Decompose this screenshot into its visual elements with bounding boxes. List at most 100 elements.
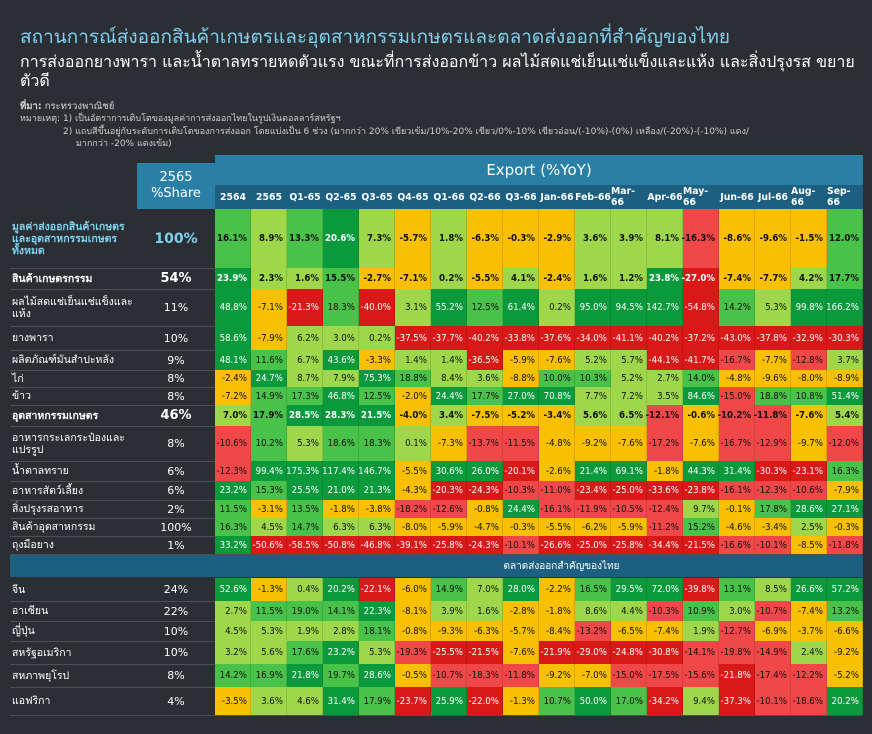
heatmap-cell: -0.6% <box>683 405 719 426</box>
heatmap-cell: 6.3% <box>359 518 395 536</box>
heatmap-cell: -3.3% <box>359 350 395 370</box>
row-share: 10% <box>163 646 189 659</box>
heatmap-cell: -22.1% <box>359 578 395 601</box>
heatmap-cell: 5.3% <box>287 426 323 461</box>
heatmap-cell: -4.8% <box>539 426 575 461</box>
column-header: Q2-66 <box>469 191 501 203</box>
heatmap-cell: 18.1% <box>359 621 395 641</box>
heatmap-cell: -5.5% <box>467 268 503 289</box>
heatmap-cell: 69.1% <box>611 461 647 481</box>
heatmap-cell: 28.3% <box>323 405 359 426</box>
heatmap-cell: -10.6% <box>791 481 827 500</box>
heatmap-cell: -2.9% <box>539 209 575 268</box>
heatmap-cell: 5.7% <box>611 350 647 370</box>
heatmap-cell: -7.1% <box>251 289 287 326</box>
heatmap-cell: -16.1% <box>719 481 755 500</box>
column-header: Q3-65 <box>361 191 393 203</box>
heatmap-cell: 14.1% <box>323 601 359 621</box>
heatmap-cell: 20.2% <box>827 687 863 715</box>
heatmap-cell: 61.4% <box>503 289 539 326</box>
column-header: Jul-66 <box>757 191 789 203</box>
heatmap-cell: -7.6% <box>539 350 575 370</box>
heatmap-cell: 51.4% <box>827 387 863 405</box>
heatmap-cell: 26.0% <box>467 461 503 481</box>
heatmap-cell: -8.4% <box>539 621 575 641</box>
heatmap-cell: -2.4% <box>539 268 575 289</box>
heatmap-cell: -36.5% <box>467 350 503 370</box>
heatmap-cell: -24.3% <box>467 481 503 500</box>
heatmap-cell: -5.5% <box>539 518 575 536</box>
heatmap-cell: 7.3% <box>359 209 395 268</box>
heatmap-cell: -0.3% <box>827 518 863 536</box>
heatmap-cell: 27.0% <box>503 387 539 405</box>
heatmap-cell: -39.8% <box>683 578 719 601</box>
heatmap-cell: 2.3% <box>251 268 287 289</box>
heatmap-cell: 5.3% <box>251 621 287 641</box>
heatmap-cell: -2.4% <box>215 370 251 387</box>
heatmap-cell: 4.5% <box>215 621 251 641</box>
heatmap-cell: -18.6% <box>791 687 827 715</box>
heatmap-cell: 10.3% <box>575 370 611 387</box>
heatmap-cell: 48.1% <box>215 350 251 370</box>
heatmap-cell: -12.2% <box>791 664 827 687</box>
heatmap-cell: 21.5% <box>359 405 395 426</box>
row-label: ไก่ <box>12 372 24 385</box>
heatmap-cell: 26.6% <box>791 578 827 601</box>
column-header: Q3-66 <box>505 191 537 203</box>
heatmap-cell: 5.3% <box>755 289 791 326</box>
column-header: Q4-65 <box>397 191 429 203</box>
heatmap-cell: -13.2% <box>575 621 611 641</box>
row-label: อาเซียน <box>12 605 49 617</box>
heatmap-cell: 29.5% <box>611 578 647 601</box>
heatmap-cell: -16.1% <box>539 500 575 518</box>
heatmap-cell: -34.0% <box>575 326 611 350</box>
heatmap-cell: -5.9% <box>503 350 539 370</box>
heatmap-cell: 31.4% <box>323 687 359 715</box>
heatmap-cell: -30.3% <box>755 461 791 481</box>
heatmap-cell: -7.7% <box>755 350 791 370</box>
heatmap-cell: -27.0% <box>681 268 719 289</box>
heatmap-cell: -43.0% <box>719 326 755 350</box>
row-share: 46% <box>160 408 192 423</box>
heatmap-cell: -34.4% <box>647 536 683 554</box>
heatmap-cell: 33.2% <box>215 536 251 554</box>
row-share: 11% <box>163 301 189 314</box>
heatmap-cell: 13.2% <box>827 601 863 621</box>
heatmap-cell: -7.4% <box>719 268 755 289</box>
heatmap-cell: 7.0% <box>215 405 251 426</box>
heatmap-cell: -6.9% <box>755 621 791 641</box>
heatmap-cell: -0.8% <box>467 500 503 518</box>
heatmap-cell: 17.8% <box>755 500 791 518</box>
heatmap-cell: -6.5% <box>611 621 647 641</box>
heatmap-cell: -8.5% <box>791 536 827 554</box>
heatmap-cell: -9.2% <box>827 641 863 664</box>
heatmap-cell: 3.6% <box>575 209 611 268</box>
heatmap-cell: 4.6% <box>287 687 323 715</box>
row-separator <box>10 715 862 716</box>
heatmap-cell: 28.5% <box>287 405 323 426</box>
heatmap-cell: -7.7% <box>755 268 791 289</box>
row-share: 22% <box>163 604 189 618</box>
row-share: 24% <box>163 583 189 596</box>
section-divider-title: ตลาดส่งออกสำคัญของไทย <box>503 560 620 572</box>
heatmap-cell: 142.7% <box>646 289 683 326</box>
heatmap-cell: -40.2% <box>647 326 683 350</box>
heatmap-cell: -10.3% <box>503 481 539 500</box>
heatmap-cell: -6.3% <box>467 621 503 641</box>
heatmap-cell: -0.3% <box>503 209 539 268</box>
heatmap-cell: 9.7% <box>683 500 719 518</box>
heatmap-cell: 1.4% <box>395 350 431 370</box>
heatmap-cell: -1.8% <box>647 461 683 481</box>
heatmap-cell: 2.8% <box>323 621 359 641</box>
heatmap-cell: 28.6% <box>359 664 395 687</box>
footnote-line-1: หมายเหตุ: 1) เป็นอัตราการเติบโตของมูลค่า… <box>20 114 341 124</box>
row-label: น้ำตาลทราย <box>12 465 69 477</box>
heatmap-cell: 43.6% <box>323 350 359 370</box>
heatmap-cell: -5.2% <box>503 405 539 426</box>
heatmap-cell: 117.4% <box>322 461 359 481</box>
heatmap-cell: 16.3% <box>215 518 251 536</box>
heatmap-cell: 10.7% <box>539 687 575 715</box>
heatmap-cell: -5.7% <box>395 209 431 268</box>
heatmap-cell: -12.9% <box>755 426 791 461</box>
heatmap-cell: -46.8% <box>359 536 395 554</box>
